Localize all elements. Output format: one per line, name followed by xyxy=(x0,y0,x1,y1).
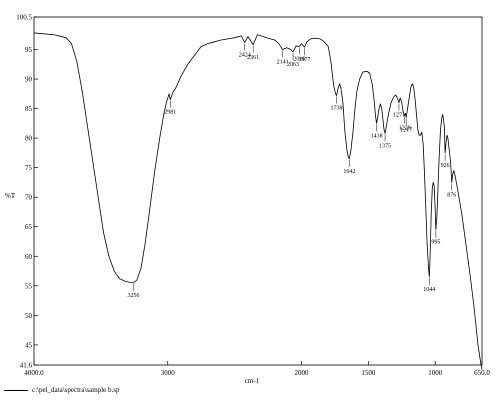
peak-label: 876 xyxy=(447,192,456,198)
x-tick-label: 650.0 xyxy=(474,369,490,377)
y-tick-label: 70 xyxy=(25,194,33,202)
peak-label: 1375 xyxy=(379,143,391,149)
peak-label: 1738 xyxy=(331,106,343,112)
y-tick-label: 41.6 xyxy=(20,362,33,370)
y-tick-label: 75 xyxy=(25,164,33,172)
peak-label: 2141 xyxy=(277,59,289,65)
y-tick-label: 50 xyxy=(25,312,33,320)
peak-label: 2981 xyxy=(164,110,176,116)
peak-label: 2016 xyxy=(293,57,305,63)
y-tick-label: 90 xyxy=(25,76,33,84)
x-tick-label: 2000 xyxy=(294,369,309,377)
footer-file-path: c:\pel_data\spectra\sample b.sp xyxy=(32,386,120,394)
y-tick-label: 65 xyxy=(25,223,33,231)
x-axis-label: cm-1 xyxy=(245,377,260,385)
y-tick-label: 60 xyxy=(25,253,33,261)
peak-label: 2063 xyxy=(287,62,299,68)
peak-label: 1271 xyxy=(393,113,405,119)
spectrum-line xyxy=(33,32,483,370)
peak-label: 2361 xyxy=(247,55,259,61)
peak-label: 1438 xyxy=(371,133,383,139)
x-tick-label: 4000.0 xyxy=(24,369,44,377)
peak-label: 926 xyxy=(441,163,450,169)
peak-label: 3256 xyxy=(127,293,139,299)
spectrum-curve-group xyxy=(33,32,483,370)
x-tick-label: 1000 xyxy=(428,369,443,377)
y-tick-label: 95 xyxy=(25,46,33,54)
peak-label: 1217 xyxy=(400,127,412,133)
footer-legend-line xyxy=(4,390,28,391)
y-tick-label: 45 xyxy=(25,341,33,349)
x-tick-label: 1500 xyxy=(361,369,376,377)
plot-frame xyxy=(33,16,483,366)
peak-label: 995 xyxy=(431,240,440,246)
peak-label: 2424 xyxy=(239,52,251,58)
peak-label: 1642 xyxy=(343,169,355,175)
y-tick-label: 85 xyxy=(25,105,33,113)
peak-label: 1977 xyxy=(299,57,311,63)
peak-label: 1044 xyxy=(423,287,435,293)
y-tick-label: 55 xyxy=(25,282,33,290)
x-tick-label: 3000 xyxy=(161,369,176,377)
y-tick-label: 80 xyxy=(25,135,33,143)
y-tick-label: 100.5 xyxy=(16,14,32,22)
y-axis-label: %T xyxy=(5,192,16,200)
peak-label: 1228 xyxy=(399,126,411,132)
